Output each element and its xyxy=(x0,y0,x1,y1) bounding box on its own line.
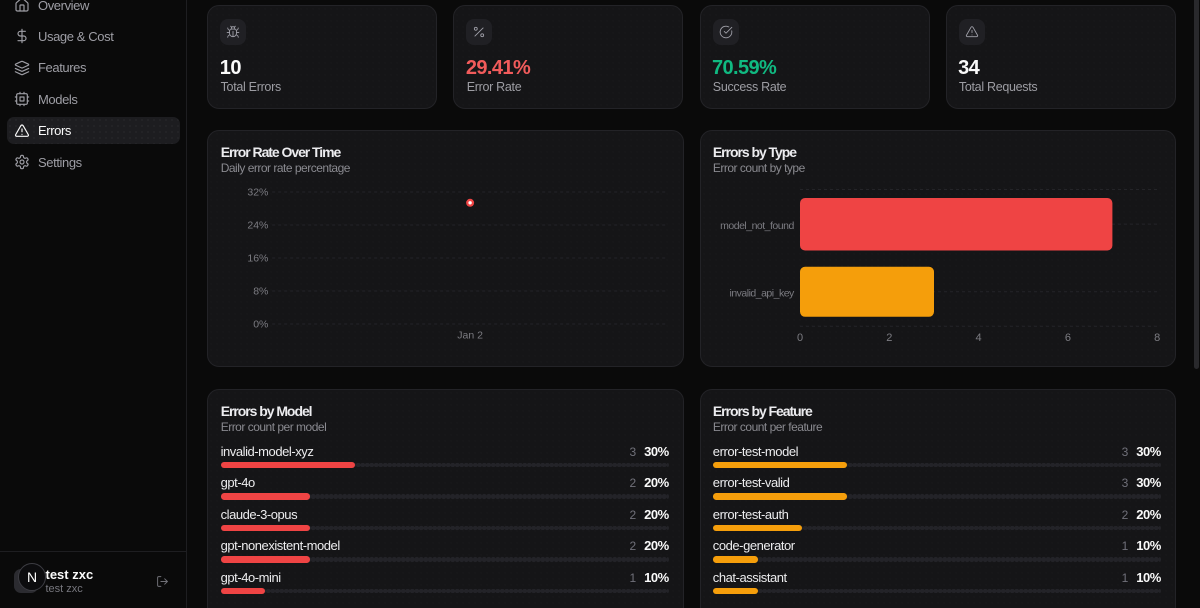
svg-text:8: 8 xyxy=(1154,332,1160,344)
svg-text:model_not_found: model_not_found xyxy=(720,220,794,232)
svg-text:4: 4 xyxy=(975,332,981,344)
svg-text:invalid_api_key: invalid_api_key xyxy=(729,287,795,299)
svg-text:24%: 24% xyxy=(248,219,269,231)
svg-text:8%: 8% xyxy=(254,285,269,297)
svg-text:16%: 16% xyxy=(248,252,269,264)
svg-text:2: 2 xyxy=(886,332,892,344)
svg-text:32%: 32% xyxy=(248,186,269,198)
svg-text:0: 0 xyxy=(796,332,802,344)
svg-text:0%: 0% xyxy=(254,318,269,330)
svg-text:6: 6 xyxy=(1064,332,1070,344)
svg-text:Jan 2: Jan 2 xyxy=(458,329,484,341)
